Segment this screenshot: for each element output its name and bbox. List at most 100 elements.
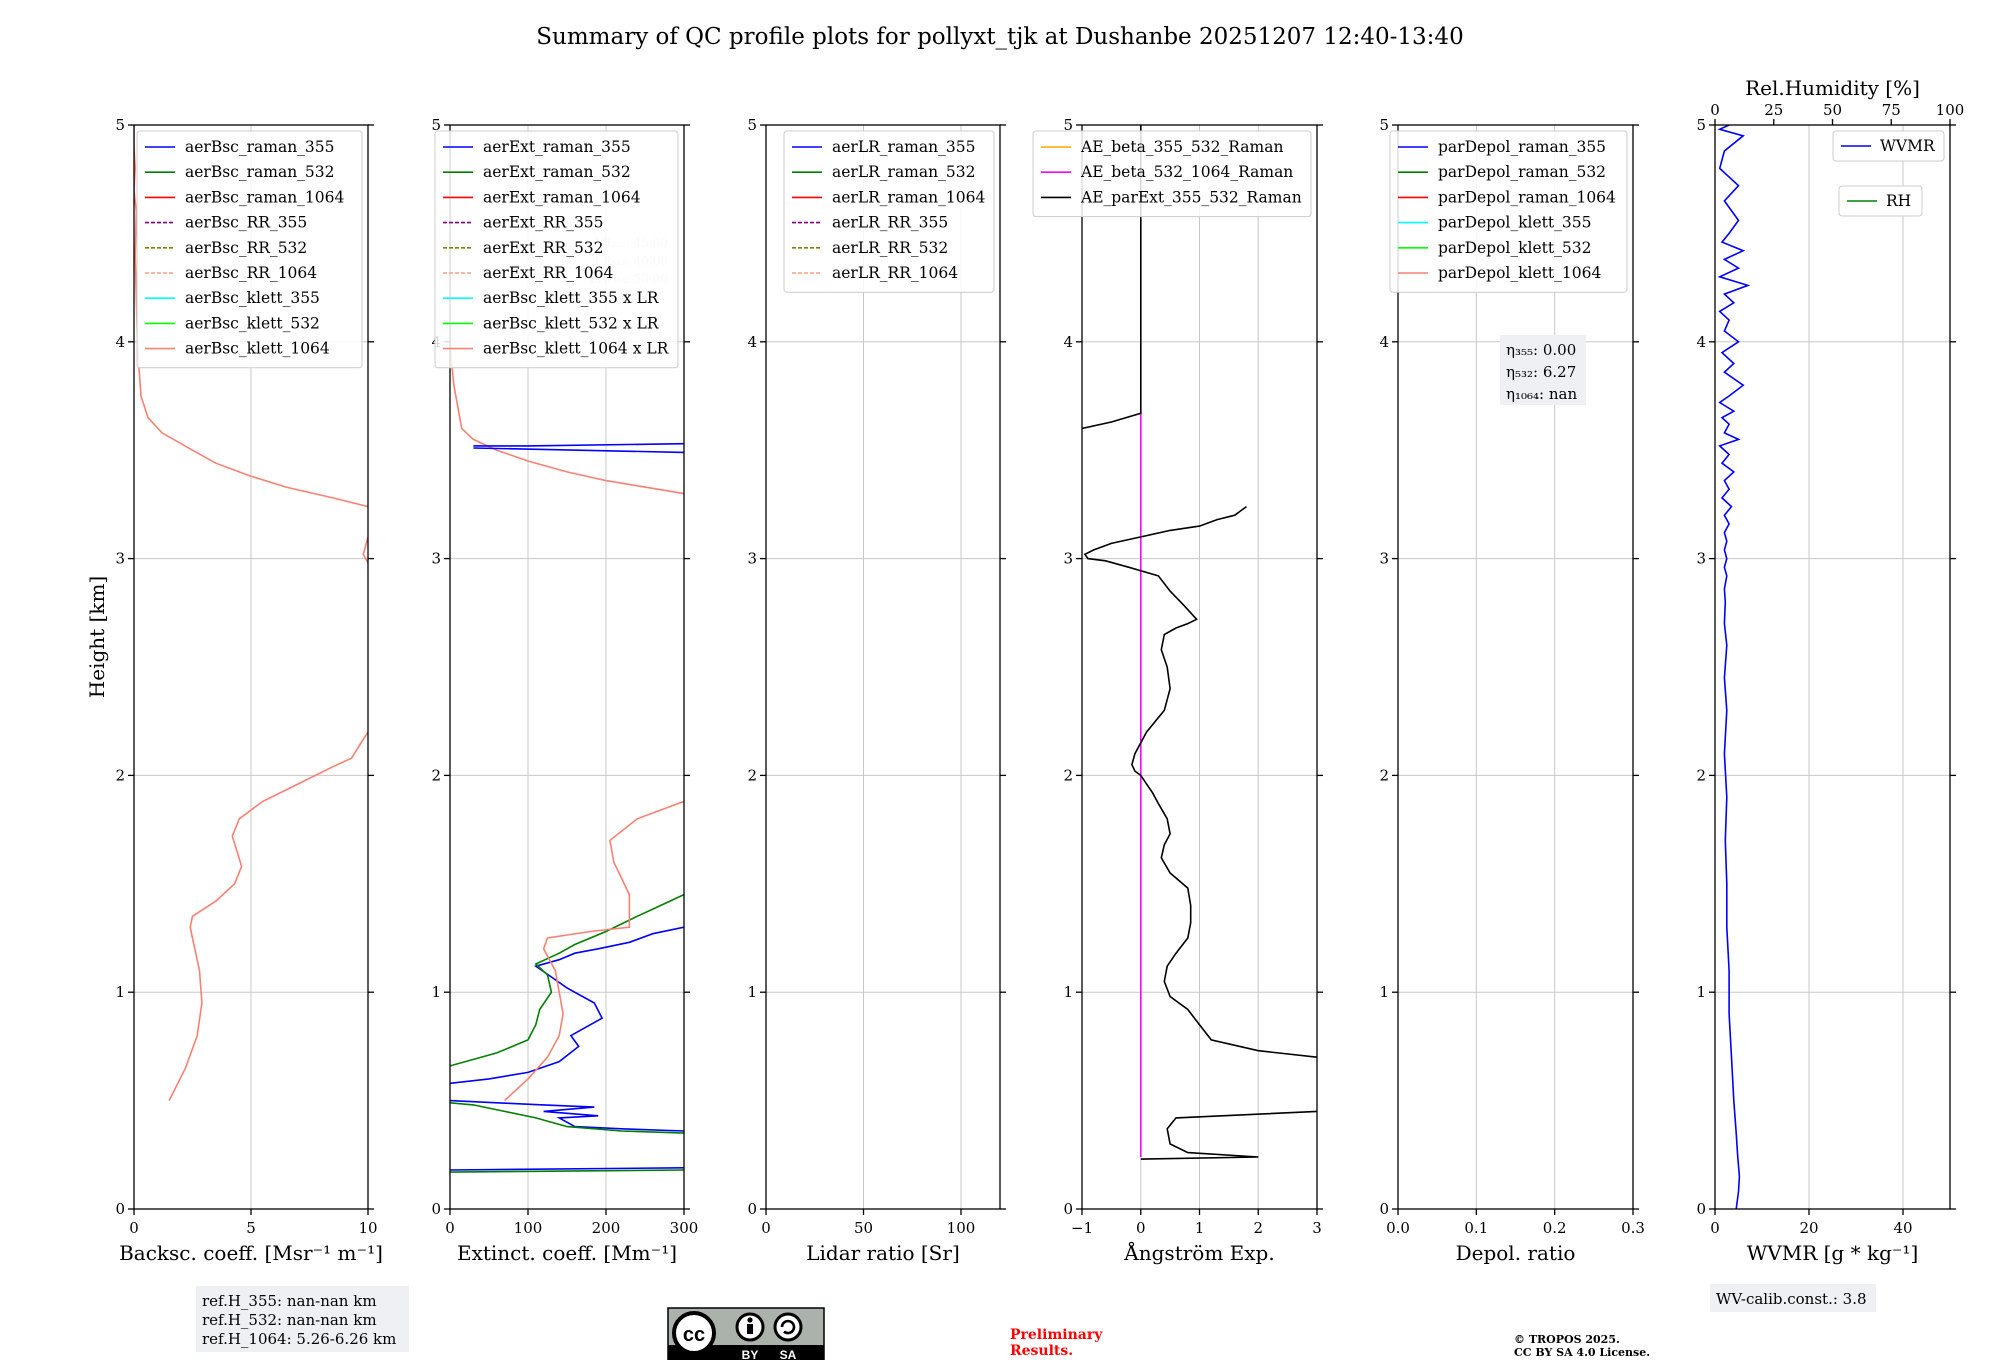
y-tick-label: 1 (1696, 983, 1706, 1001)
y-tick-label: 2 (1063, 766, 1073, 784)
y-tick-label: 2 (431, 766, 441, 784)
y-tick-label: 1 (115, 983, 125, 1001)
x-axis-label: Depol. ratio (1456, 1241, 1576, 1265)
x-axis-label: WVMR [g * kg⁻¹] (1747, 1241, 1919, 1265)
y-tick-label: 0 (747, 1200, 757, 1218)
legend-entry: parDepol_klett_355 (1438, 214, 1591, 232)
series-line-AE_parExt_355_532_Raman (1082, 125, 1142, 430)
y-tick-label: 4 (1379, 333, 1389, 351)
axes-frame (1714, 124, 1951, 1210)
x-tick-label: 100 (514, 1219, 543, 1237)
legend-entry: parDepol_raman_1064 (1438, 188, 1616, 206)
series-line-AE_parExt_355_532_Raman (1140, 1110, 1317, 1160)
ref-height-355: ref.H_355: nan-nan km (202, 1292, 377, 1310)
legend-entry: parDepol_klett_1064 (1438, 264, 1601, 282)
series-group (450, 341, 684, 1173)
x-tick-label: −1 (1071, 1219, 1093, 1237)
y-tick-label: 4 (1063, 333, 1073, 351)
depol-eta-box-bg (1500, 335, 1586, 405)
axes-frame (449, 124, 685, 1210)
legend-entry: AE_beta_532_1064_Raman (1080, 163, 1293, 181)
y-tick-label: 0 (115, 1200, 125, 1218)
panel-bsc: 0 1 2 3 4 5 0 5 10 Backsc. coeff. [Msr⁻¹ m⁻¹] aerB… (115, 116, 382, 1265)
legend: aerLR_raman_355 aerLR_raman_532 aerLR_rama… (783, 130, 995, 293)
legend-entry: aerExt_raman_355 (483, 138, 631, 156)
y-tick-label: 0 (1696, 1200, 1706, 1218)
x-tick-label: 50 (854, 1219, 873, 1237)
x-tick-label: 2 (1253, 1219, 1263, 1237)
series-line-AE_parExt_355_532_Raman (1083, 505, 1317, 1058)
ref-height-532: ref.H_532: nan-nan km (202, 1311, 377, 1329)
legend: aerBsc_raman_355 aerBsc_raman_532 aerBsc_r… (136, 130, 363, 369)
y-tick-label: 2 (1696, 766, 1706, 784)
preliminary-line-2: Results. (1010, 1343, 1073, 1359)
y-tick-label: 0 (1379, 1200, 1389, 1218)
series-group (1082, 125, 1317, 1160)
y-tick-label: 3 (115, 550, 125, 568)
axes-frame (765, 124, 1001, 1210)
reference-height-box: ref.H_355: nan-nan km ref.H_532: nan-nan… (196, 1286, 409, 1352)
y-tick-label: 1 (431, 983, 441, 1001)
cc-badge-by: BY (742, 1348, 759, 1360)
legend-entry: AE_beta_355_532_Raman (1080, 138, 1283, 156)
series-line-aerBsc_klett_1064 (168, 731, 368, 1101)
series-line-aerExt_raman_355 (473, 447, 684, 454)
top-x-tick-label: 75 (1882, 101, 1901, 119)
depol-eta-value: η₃₅₅: 0.00 (1506, 341, 1576, 359)
y-tick-label: 5 (115, 116, 125, 134)
y-tick-label: 5 (747, 116, 757, 134)
series-line-aerBsc_klett_1064 (362, 536, 368, 564)
x-axis-label: Ångström Exp. (1123, 1240, 1274, 1265)
series-line-aerExt_raman_532 (450, 1102, 684, 1134)
y-tick-label: 0 (431, 1200, 441, 1218)
x-tick-label: 200 (592, 1219, 621, 1237)
sa-icon-arrow (780, 1319, 796, 1335)
legend-box (434, 130, 679, 369)
y-tick-label: 3 (1696, 550, 1706, 568)
series-line-aerBsc_klett_1064 x LR (504, 800, 684, 1102)
x-axis-label: Backsc. coeff. [Msr⁻¹ m⁻¹] (119, 1241, 383, 1265)
legend-entry: aerLR_RR_532 (832, 239, 948, 257)
legend-entry-rh: RH (1886, 192, 1911, 210)
panel-ext: LR₃₅₅: 45.00LR₅₃₂: 40.00LR₁₀₆₄: 50.00012… (431, 116, 698, 1265)
reference-height-box-bg (196, 1286, 409, 1352)
panel-depol: 0 1 2 3 4 5 0.0 0.1 0.2 0.3 Depol. ratio parDepol_r… (1379, 116, 1644, 1265)
series-line-RH (1949, 297, 1950, 452)
x-tick-label: 0 (1710, 1219, 1720, 1237)
legend-entry: AE_parExt_355_532_Raman (1080, 188, 1302, 206)
legend-entry: aerBsc_klett_355 x LR (483, 289, 660, 307)
legend-rh: RH (1838, 185, 1923, 217)
legend: AE_beta_355_532_Raman AE_beta_532_1064_Ra… (1032, 130, 1312, 218)
legend-entry: parDepol_raman_355 (1438, 138, 1606, 156)
x-tick-label: 5 (246, 1219, 256, 1237)
ref-height-1064: ref.H_1064: 5.26-6.26 km (202, 1330, 396, 1348)
legend-box (1032, 130, 1312, 218)
series-line-aerExt_raman_355 (450, 1167, 684, 1171)
y-tick-label: 1 (1379, 983, 1389, 1001)
legend: parDepol_raman_355 parDepol_raman_532 parD… (1389, 130, 1628, 293)
top-x-tick-label: 0 (1710, 101, 1720, 119)
legend-entry: aerBsc_klett_532 x LR (483, 314, 660, 332)
y-tick-label: 2 (1379, 766, 1389, 784)
legend-entry: aerBsc_RR_355 (185, 214, 307, 232)
y-tick-label: 1 (747, 983, 757, 1001)
legend-entry: aerLR_raman_355 (832, 138, 975, 156)
top-x-tick-label: 50 (1823, 101, 1842, 119)
depol-eta-box: η₃₅₅: 0.00 η₅₃₂: 6.27 η₁₀₆₄: nan (1500, 335, 1586, 405)
top-x-tick-label: 25 (1764, 101, 1783, 119)
legend-wvmr: WVMR (1832, 130, 1945, 162)
y-tick-label: 3 (1063, 550, 1073, 568)
cc-icon (672, 1311, 716, 1355)
x-tick-label: 300 (670, 1219, 699, 1237)
legend-entry: parDepol_klett_532 (1438, 239, 1591, 257)
x-tick-label: 1 (1195, 1219, 1205, 1237)
y-tick-label: 5 (1696, 116, 1706, 134)
legend-entry: aerExt_RR_355 (483, 214, 604, 232)
series-line-aerExt_raman_355 (450, 1099, 684, 1132)
y-tick-label: 2 (747, 766, 757, 784)
x-tick-label: 0 (129, 1219, 139, 1237)
y-tick-label: 4 (115, 333, 125, 351)
legend-entry: parDepol_raman_532 (1438, 163, 1606, 181)
